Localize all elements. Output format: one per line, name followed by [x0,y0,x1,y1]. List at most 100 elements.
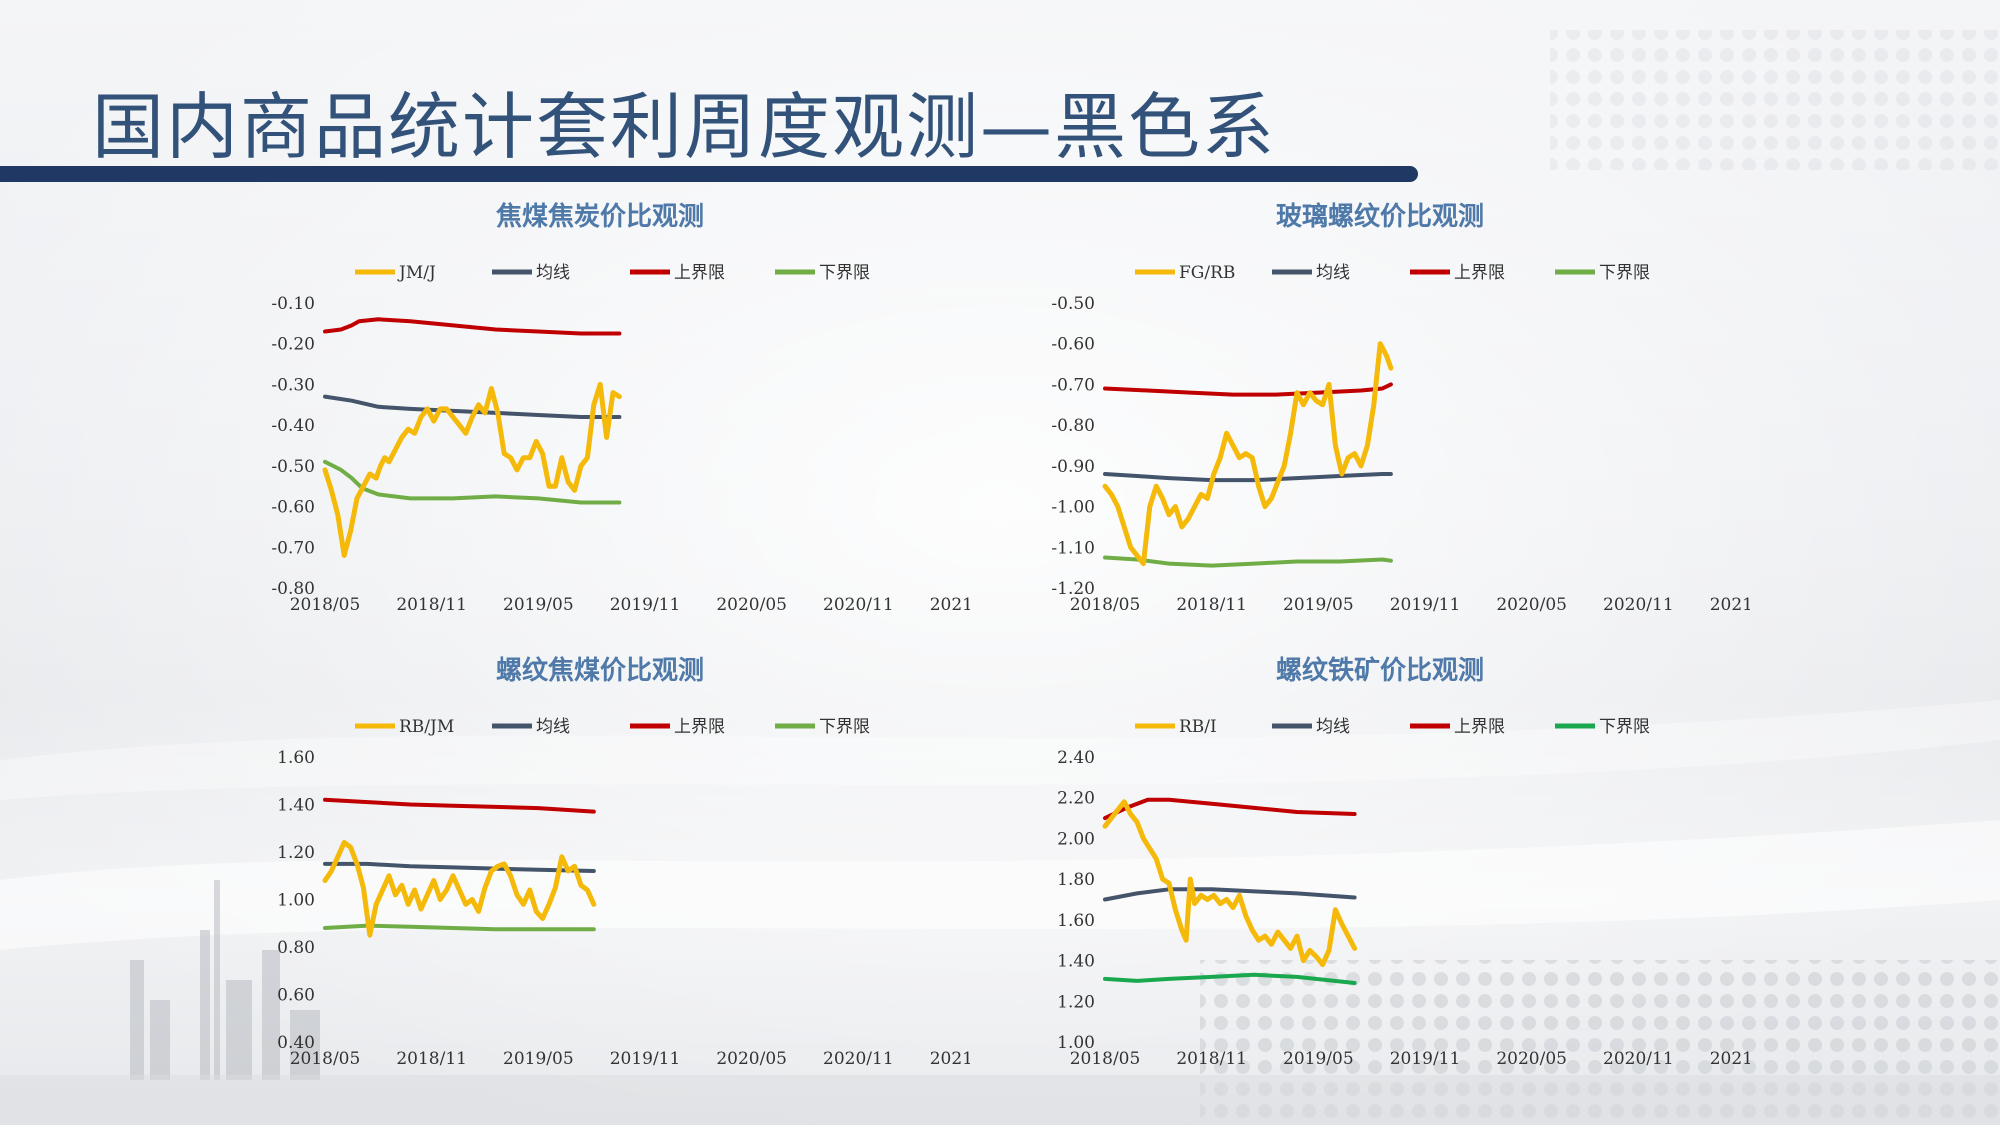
series-line-upper [323,797,596,814]
y-tick-label: 1.40 [1057,952,1095,972]
chart-svg: -0.50 -0.60 -0.70 -0.80 -0.90 -1.00 -1.10 -1.20… [1051,263,1750,615]
y-tick-label: 2.00 [1057,829,1095,849]
series-line-mean [1103,887,1357,902]
chart-title: 螺纹铁矿价比观测 [1275,656,1484,686]
x-tick-label: 2020/05 [1496,1049,1567,1069]
chart-title: 焦煤焦炭价比观测 [495,202,704,232]
y-tick-label: -0.20 [271,335,315,355]
x-tick-label: 2020/05 [716,1049,787,1069]
x-tick-label: 2020/05 [1496,595,1567,615]
x-tick-label: 2019/11 [610,595,681,615]
series-line-mean [323,394,622,419]
y-tick-label: 0.40 [277,1033,315,1053]
page-title: 国内商品统计套利周度观测—黑色系 [92,85,1277,169]
x-tick-label: 2020/11 [823,1049,894,1069]
x-tick-label: 2020/11 [1603,595,1674,615]
series-line-upper [323,317,622,336]
x-tick-label: 2018/11 [1176,595,1247,615]
x-tick-label: 2018/05 [290,1049,361,1069]
y-tick-label: 2.20 [1057,789,1095,809]
chart-panel-2: 玻璃螺纹价比观测 -0.50 -0.60 -0.70 -0.80 -0.90 -1.00 -… [1010,188,1750,628]
legend-label: 下界限 [819,263,870,283]
series-line-ratio [322,840,597,938]
legend-label: RB/I [1179,717,1217,737]
chart-panel-3: 螺纹焦煤价比观测 1.60 1.40 1.20 1.00 0.80 0.60 0.40 201… [230,642,970,1082]
chart-title: 玻璃螺纹价比观测 [1275,202,1484,232]
x-tick-label: 2019/11 [610,1049,681,1069]
y-tick-label: 1.20 [277,843,315,863]
y-tick-label: -0.60 [1051,335,1095,355]
x-tick-label: 2018/05 [1070,1049,1141,1069]
legend-label: 均线 [1316,263,1350,283]
series-line-lower [323,923,596,932]
legend-label: 上界限 [674,717,725,737]
x-tick-label: 2019/05 [503,595,574,615]
chart-panel-4: 螺纹铁矿价比观测 2.40 2.20 2.00 1.80 1.60 1.40 1.20 1.0… [1010,642,1750,1082]
x-tick-label: 2019/05 [503,1049,574,1069]
series-line-lower_green [1103,972,1357,985]
x-tick-label: 2021/05 [1710,595,1750,615]
legend-label: 上界限 [1454,717,1505,737]
y-tick-label: 2.40 [1057,748,1095,768]
x-tick-label: 2021/05 [930,1049,970,1069]
x-tick-label: 2019/11 [1390,1049,1461,1069]
series-line-lower [323,459,622,505]
y-tick-label: -1.10 [1051,538,1095,558]
series-line-upper [1103,797,1357,821]
x-tick-label: 2018/05 [290,595,361,615]
y-tick-label: 1.00 [1057,1033,1095,1053]
y-tick-label: 1.80 [1057,870,1095,890]
y-tick-label: 0.60 [277,986,315,1006]
chart-svg: -0.10 -0.20 -0.30 -0.40 -0.50 -0.60 -0.70 -0.80… [271,263,970,615]
series-line-mean [323,861,596,873]
x-tick-label: 2019/05 [1283,595,1354,615]
x-tick-label: 2020/05 [716,595,787,615]
y-tick-label: -0.30 [271,375,315,395]
x-tick-label: 2021/05 [930,595,970,615]
legend-label: 上界限 [1454,263,1505,283]
legend-label: 下界限 [1599,263,1650,283]
legend-label: FG/RB [1179,263,1235,283]
x-tick-label: 2019/05 [1283,1049,1354,1069]
chart-title: 螺纹焦煤价比观测 [495,656,704,686]
y-tick-label: -0.10 [271,294,315,314]
series-line-upper [1103,382,1393,397]
series-line-ratio [1102,341,1394,567]
y-tick-label: 1.40 [277,796,315,816]
x-tick-label: 2020/11 [823,595,894,615]
y-tick-label: -0.50 [271,457,315,477]
y-tick-label: 1.20 [1057,992,1095,1012]
legend-label: RB/JM [399,717,454,737]
x-tick-label: 2021/05 [1710,1049,1750,1069]
y-tick-label: -1.00 [1051,498,1095,518]
legend-label: JM/J [397,263,436,283]
y-tick-label: -0.60 [271,498,315,518]
y-tick-label: -0.70 [1051,375,1095,395]
legend-label: 均线 [1316,717,1350,737]
legend-label: 上界限 [674,263,725,283]
x-tick-label: 2018/11 [396,595,467,615]
legend-label: 均线 [536,717,570,737]
x-tick-label: 2019/11 [1390,595,1461,615]
x-tick-label: 2018/11 [1176,1049,1247,1069]
y-tick-label: -0.50 [1051,294,1095,314]
y-tick-label: 1.60 [277,748,315,768]
series-line-ratio [322,381,622,558]
series-line-ratio [1102,799,1358,968]
x-tick-label: 2018/11 [396,1049,467,1069]
y-tick-label: -0.80 [271,579,315,599]
y-tick-label: -0.90 [1051,457,1095,477]
series-line-lower [1103,555,1393,568]
series-line-mean [1103,472,1393,483]
y-tick-label: 0.80 [277,938,315,958]
x-tick-label: 2020/11 [1603,1049,1674,1069]
legend-label: 下界限 [819,717,870,737]
header-bar [0,166,1418,182]
y-tick-label: 1.60 [1057,911,1095,931]
y-tick-label: 1.00 [277,891,315,911]
legend-label: 均线 [536,263,570,283]
x-tick-label: 2018/05 [1070,595,1141,615]
y-tick-label: -0.40 [271,416,315,436]
y-tick-label: -0.80 [1051,416,1095,436]
